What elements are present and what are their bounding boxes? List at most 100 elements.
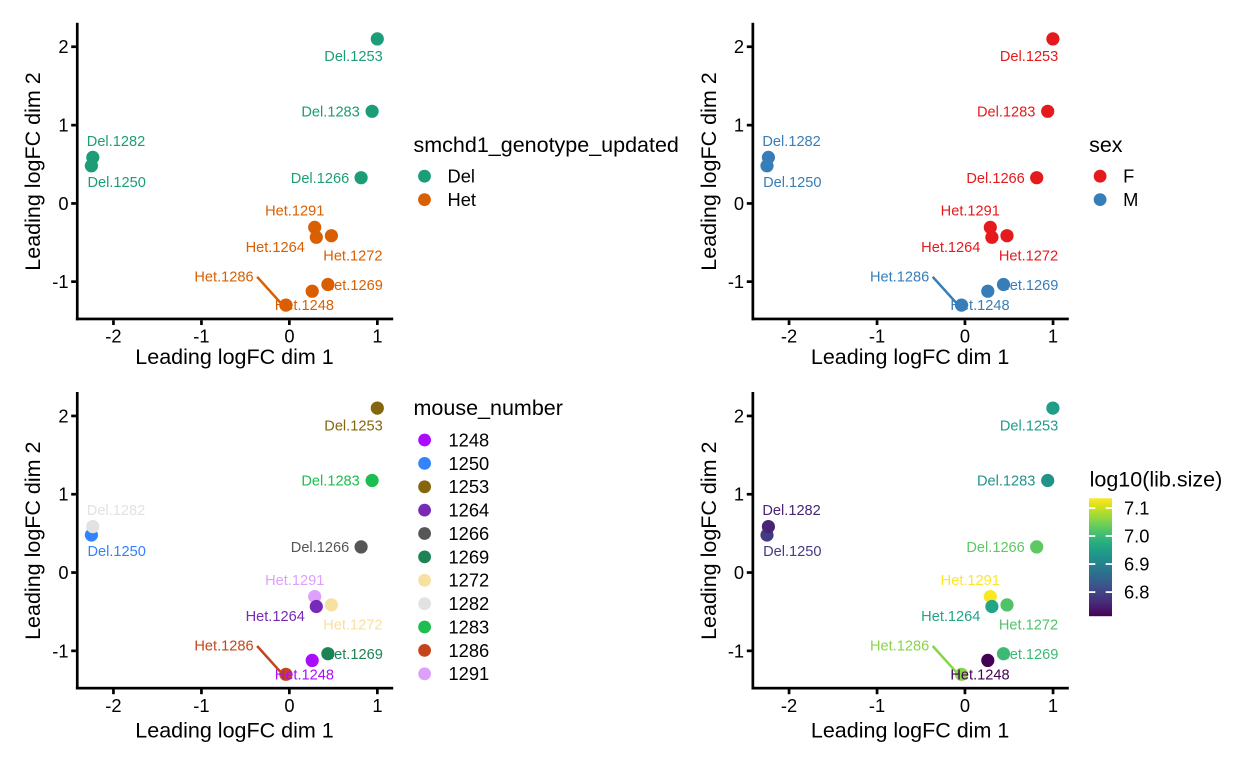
svg-text:0: 0 [734, 562, 744, 583]
svg-text:-1: -1 [52, 271, 68, 292]
svg-text:Het.1272: Het.1272 [999, 618, 1058, 634]
svg-text:F: F [1123, 166, 1134, 187]
svg-text:Del.1250: Del.1250 [763, 175, 821, 191]
svg-text:0: 0 [284, 695, 294, 716]
svg-text:2: 2 [58, 405, 68, 426]
svg-text:Het.1248: Het.1248 [275, 298, 334, 314]
svg-text:1: 1 [372, 326, 382, 347]
svg-text:Del.1282: Del.1282 [87, 503, 145, 519]
svg-text:-1: -1 [869, 695, 885, 716]
svg-text:Leading logFC dim 2: Leading logFC dim 2 [21, 441, 45, 639]
svg-text:Het.1286: Het.1286 [194, 269, 253, 285]
svg-text:Del.1282: Del.1282 [762, 134, 820, 150]
svg-text:Del.1266: Del.1266 [291, 540, 349, 556]
svg-text:Del.1250: Del.1250 [87, 175, 145, 191]
svg-text:Het.1248: Het.1248 [950, 667, 1009, 683]
svg-text:Het: Het [448, 189, 476, 210]
svg-text:1283: 1283 [449, 616, 490, 637]
svg-text:Het.1291: Het.1291 [941, 573, 1000, 589]
svg-text:Del.1253: Del.1253 [324, 418, 382, 434]
svg-text:-1: -1 [869, 326, 885, 347]
svg-text:Del.1282: Del.1282 [762, 503, 820, 519]
svg-text:-1: -1 [728, 271, 744, 292]
svg-text:Del.1266: Del.1266 [966, 540, 1024, 556]
svg-text:-2: -2 [105, 326, 121, 347]
svg-text:1253: 1253 [449, 476, 490, 497]
svg-text:Het.1291: Het.1291 [941, 204, 1000, 220]
svg-text:1286: 1286 [449, 640, 490, 661]
svg-text:Del.1283: Del.1283 [977, 474, 1035, 490]
svg-text:1250: 1250 [449, 453, 490, 474]
svg-text:1: 1 [58, 115, 68, 136]
svg-text:Del.1266: Del.1266 [291, 171, 349, 187]
svg-text:Del.1250: Del.1250 [763, 544, 821, 560]
svg-text:-1: -1 [52, 640, 68, 661]
svg-text:Het.1291: Het.1291 [265, 204, 324, 220]
svg-text:1: 1 [734, 115, 744, 136]
svg-text:Del: Del [448, 166, 475, 187]
svg-text:Leading logFC dim 1: Leading logFC dim 1 [135, 719, 333, 743]
svg-text:1: 1 [1048, 695, 1058, 716]
svg-text:Het.1264: Het.1264 [246, 609, 305, 625]
svg-text:2: 2 [734, 36, 744, 57]
svg-text:Del.1250: Del.1250 [87, 544, 145, 560]
svg-text:0: 0 [58, 562, 68, 583]
svg-text:1269: 1269 [449, 546, 490, 567]
svg-text:mouse_number: mouse_number [414, 396, 563, 420]
svg-text:-1: -1 [193, 326, 209, 347]
svg-text:Het.1264: Het.1264 [921, 609, 980, 625]
svg-text:Het.1248: Het.1248 [275, 667, 334, 683]
svg-text:Leading logFC dim 2: Leading logFC dim 2 [697, 72, 721, 270]
svg-text:6.9: 6.9 [1124, 554, 1149, 575]
svg-text:1291: 1291 [449, 663, 490, 684]
svg-text:Del.1253: Del.1253 [324, 49, 382, 65]
svg-text:Del.1266: Del.1266 [966, 171, 1024, 187]
svg-text:sex: sex [1089, 133, 1123, 157]
svg-text:0: 0 [58, 193, 68, 214]
svg-text:Del.1283: Del.1283 [977, 104, 1035, 120]
svg-text:-1: -1 [728, 640, 744, 661]
svg-text:smchd1_genotype_updated: smchd1_genotype_updated [414, 133, 679, 157]
svg-text:0: 0 [284, 326, 294, 347]
svg-text:Del.1283: Del.1283 [301, 104, 359, 120]
svg-text:-2: -2 [105, 695, 121, 716]
svg-text:Het.1264: Het.1264 [921, 240, 980, 256]
svg-text:1282: 1282 [449, 593, 490, 614]
svg-text:0: 0 [960, 326, 970, 347]
svg-text:-2: -2 [781, 695, 797, 716]
svg-text:Del.1253: Del.1253 [1000, 49, 1058, 65]
svg-text:1: 1 [734, 484, 744, 505]
svg-text:0: 0 [734, 193, 744, 214]
svg-text:1264: 1264 [449, 500, 490, 521]
svg-text:Het.1269: Het.1269 [999, 278, 1058, 294]
svg-text:Del.1253: Del.1253 [1000, 418, 1058, 434]
svg-text:7.0: 7.0 [1124, 525, 1149, 546]
svg-text:Leading logFC dim 2: Leading logFC dim 2 [697, 441, 721, 639]
svg-text:1: 1 [58, 484, 68, 505]
svg-text:1: 1 [1048, 326, 1058, 347]
svg-text:Leading logFC dim 1: Leading logFC dim 1 [135, 345, 333, 369]
svg-text:log10(lib.size): log10(lib.size) [1090, 467, 1223, 491]
svg-text:-2: -2 [781, 326, 797, 347]
svg-text:Het.1272: Het.1272 [323, 618, 382, 634]
svg-text:Het.1286: Het.1286 [870, 269, 929, 285]
svg-text:2: 2 [734, 405, 744, 426]
svg-text:Het.1264: Het.1264 [246, 240, 305, 256]
svg-text:7.1: 7.1 [1124, 497, 1149, 518]
svg-text:6.8: 6.8 [1124, 582, 1149, 603]
svg-text:Leading logFC dim 1: Leading logFC dim 1 [811, 345, 1009, 369]
svg-text:1266: 1266 [449, 523, 490, 544]
svg-text:Leading logFC dim 1: Leading logFC dim 1 [811, 719, 1009, 743]
svg-text:2: 2 [58, 36, 68, 57]
svg-text:Het.1286: Het.1286 [194, 639, 253, 655]
svg-text:1: 1 [372, 695, 382, 716]
svg-text:Het.1286: Het.1286 [870, 639, 929, 655]
svg-text:0: 0 [960, 695, 970, 716]
svg-text:1272: 1272 [449, 570, 490, 591]
svg-text:Het.1269: Het.1269 [324, 647, 383, 663]
svg-text:1248: 1248 [449, 429, 490, 450]
svg-text:Het.1269: Het.1269 [999, 647, 1058, 663]
svg-text:Del.1282: Del.1282 [87, 134, 145, 150]
svg-text:Del.1283: Del.1283 [301, 474, 359, 490]
svg-text:Leading logFC dim 2: Leading logFC dim 2 [21, 72, 45, 270]
